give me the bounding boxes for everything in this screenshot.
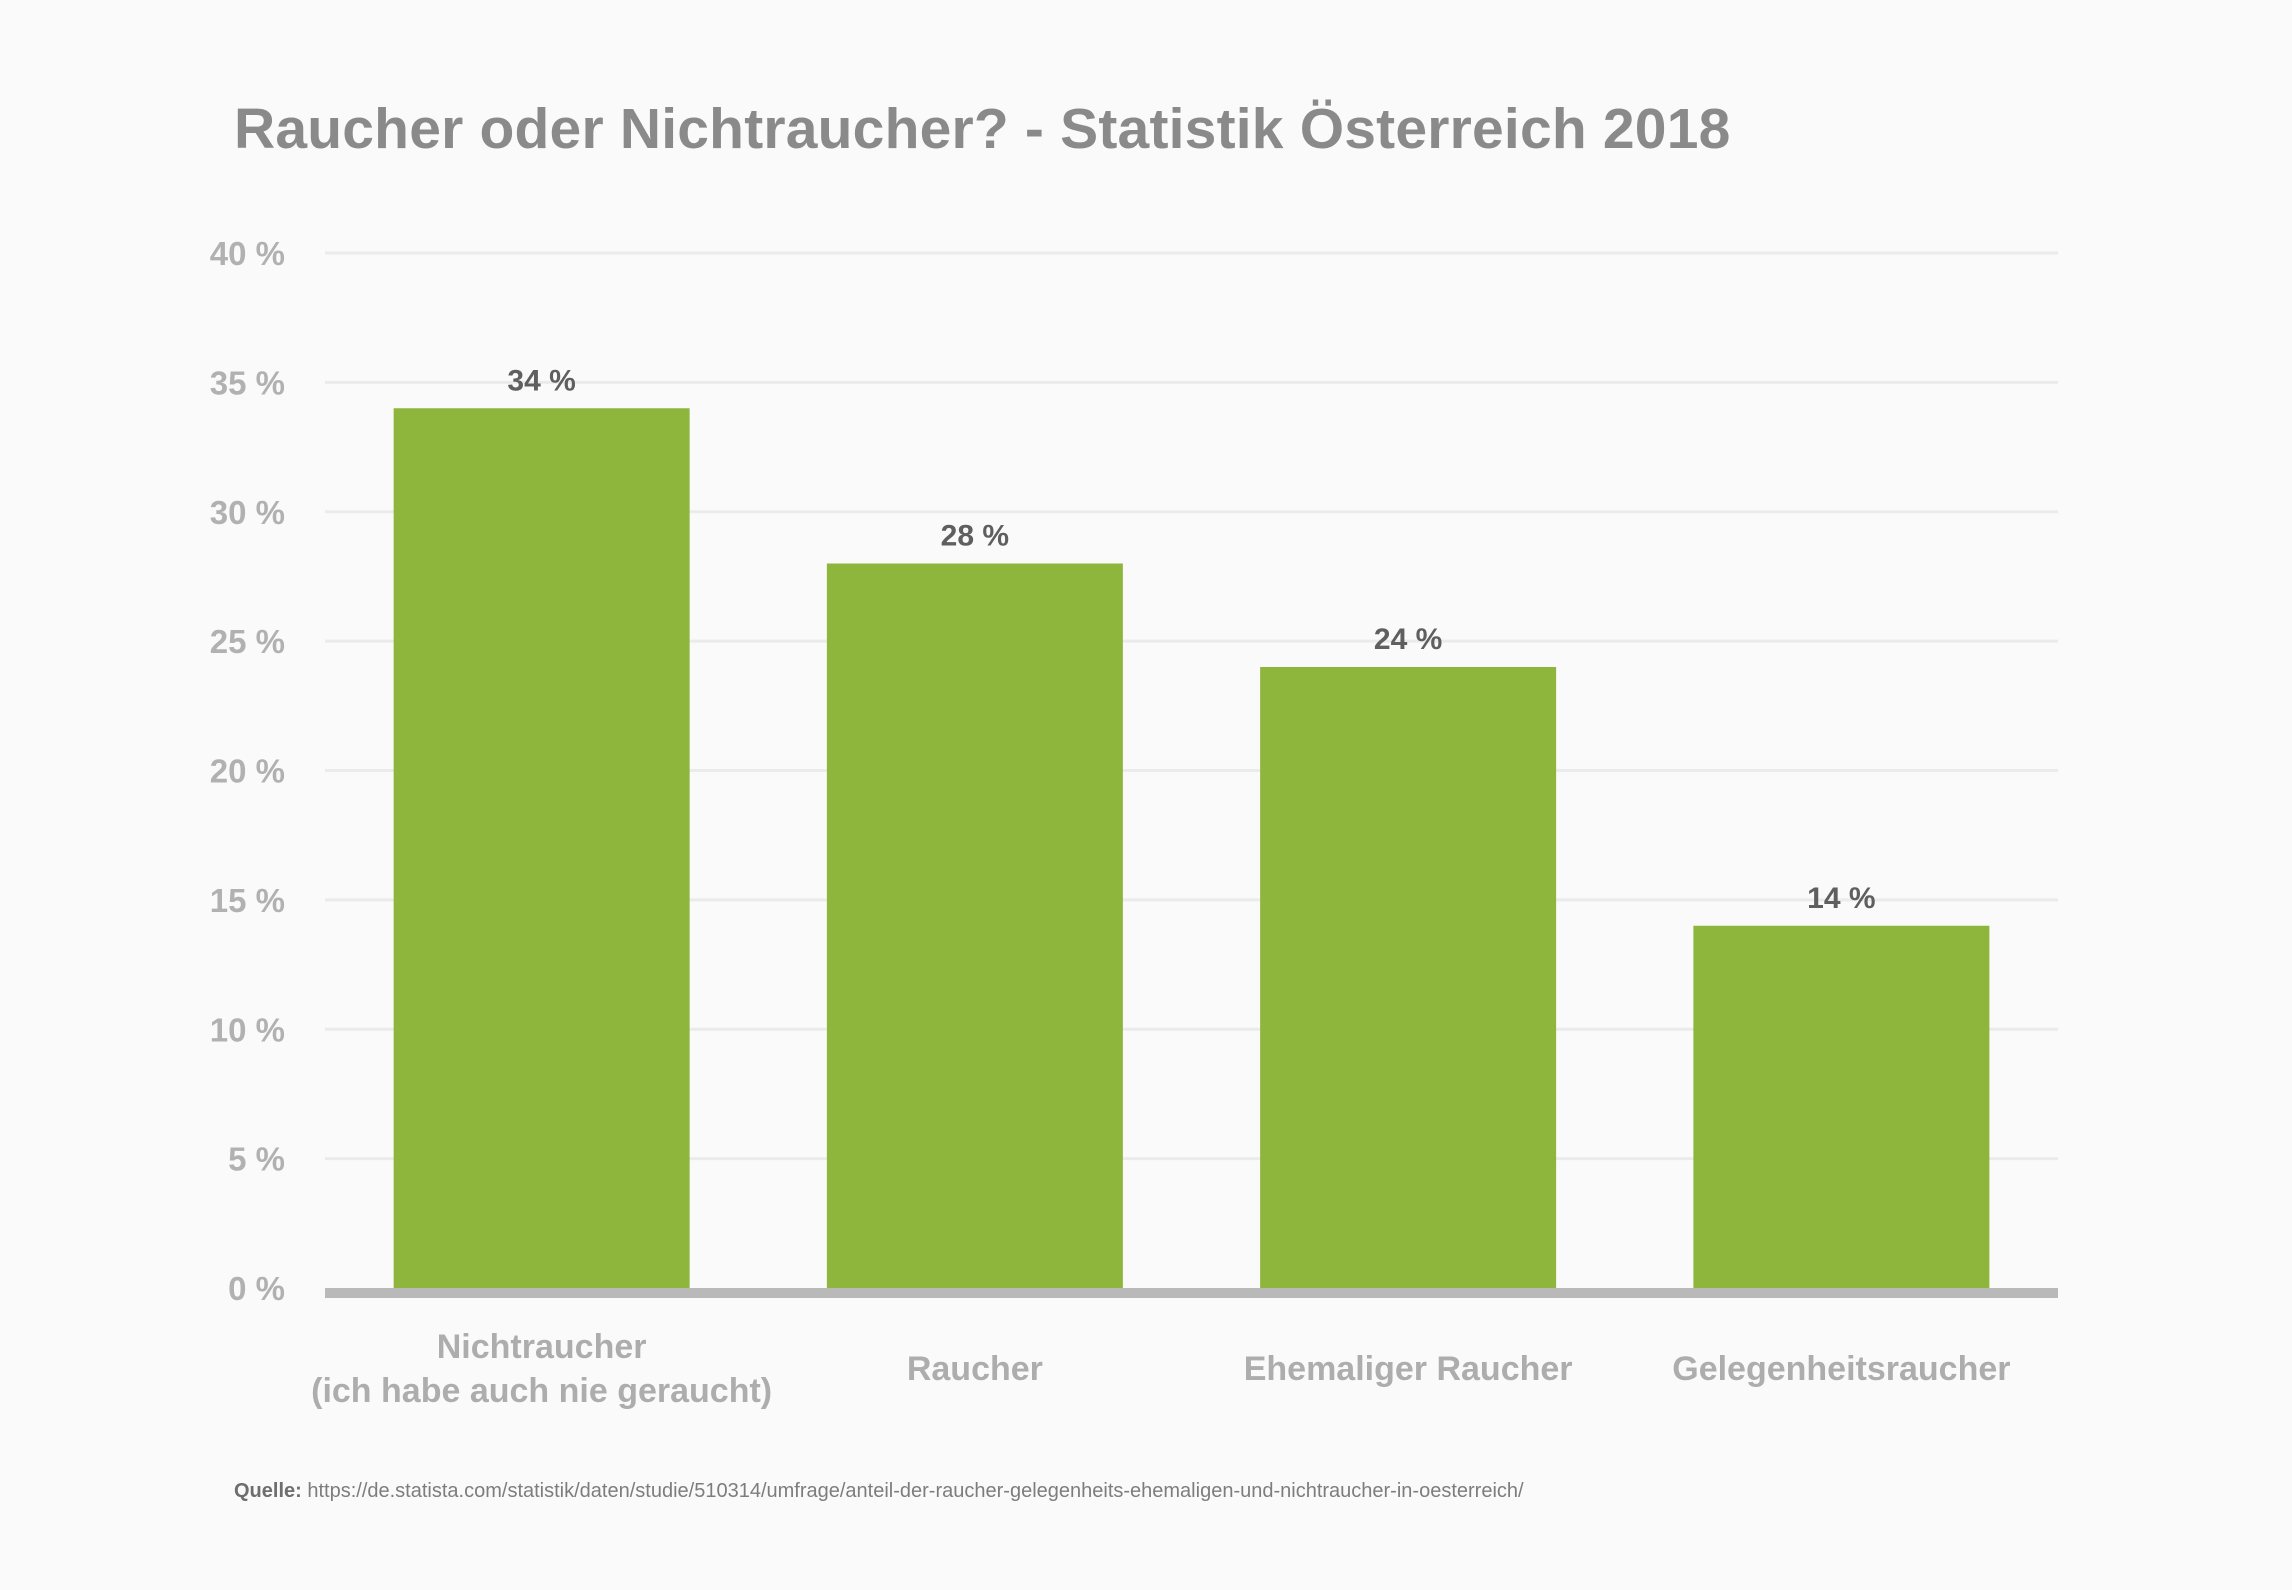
category-label: Raucher <box>907 1350 1043 1388</box>
value-label: 34 % <box>507 364 575 397</box>
baseline <box>325 1288 2058 1298</box>
value-label: 24 % <box>1374 623 1442 656</box>
y-axis-tick-labels: 0 % 5 % 10 % 15 % 20 % 25 % 30 % 35 % 40 % <box>210 235 285 1307</box>
value-label: 14 % <box>1807 882 1875 915</box>
y-tick-label: 35 % <box>210 364 285 401</box>
category-label: Nichtraucher <box>437 1328 647 1366</box>
source-note: Quelle: https://de.statista.com/statisti… <box>234 1480 1524 1503</box>
value-labels: 34 % 28 % 24 % 14 % <box>507 364 1875 915</box>
y-tick-label: 10 % <box>210 1011 285 1048</box>
y-tick-label: 20 % <box>210 753 285 790</box>
category-label: Gelegenheitsraucher <box>1672 1350 2010 1388</box>
y-tick-label: 15 % <box>210 882 285 919</box>
x-axis-baseline <box>325 1288 2058 1298</box>
bars <box>393 408 1990 1288</box>
x-axis-category-labels: Nichtraucher (ich habe auch nie geraucht)… <box>311 1328 2010 1410</box>
bar <box>1260 667 1557 1288</box>
value-label: 28 % <box>941 520 1009 553</box>
bar <box>1693 925 1990 1288</box>
category-label: Ehemaliger Raucher <box>1244 1350 1573 1388</box>
y-tick-label: 40 % <box>210 235 285 272</box>
bar <box>393 408 690 1288</box>
source-url: https://de.statista.com/statistik/daten/… <box>301 1480 1524 1502</box>
category-label: (ich habe auch nie geraucht) <box>311 1372 772 1410</box>
y-tick-label: 5 % <box>228 1141 285 1178</box>
y-tick-label: 30 % <box>210 494 285 531</box>
bar <box>826 563 1123 1288</box>
chart-title: Raucher oder Nichtraucher? - Statistik Ö… <box>234 97 1731 161</box>
source-label: Quelle: <box>234 1480 302 1502</box>
y-tick-label: 25 % <box>210 623 285 660</box>
y-tick-label: 0 % <box>228 1270 285 1307</box>
